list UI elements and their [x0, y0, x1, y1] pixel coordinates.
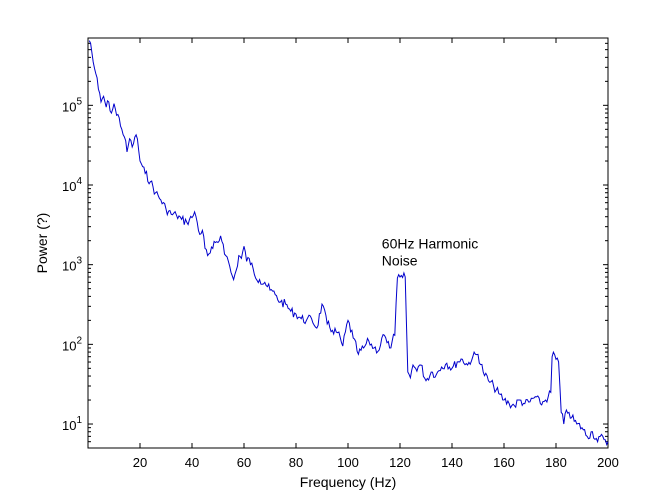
- y-tick-label: 105: [62, 96, 82, 114]
- x-tick-label: 180: [545, 455, 567, 470]
- x-tick-label: 140: [441, 455, 463, 470]
- x-tick-label: 100: [337, 455, 359, 470]
- y-tick-label: 103: [62, 256, 82, 274]
- x-axis-ticks: 20 40 60 80 100 120 140 160 180 200: [133, 38, 619, 470]
- y-tick-base: 10: [62, 179, 76, 194]
- plot-area: [87, 37, 609, 449]
- y-tick-label: 104: [62, 176, 82, 194]
- y-tick-label: 101: [62, 415, 82, 433]
- y-tick-label: 102: [62, 335, 82, 353]
- y-tick-exponent: 4: [76, 176, 82, 187]
- harmonic-noise-annotation: 60Hz Harmonic Noise: [382, 235, 478, 268]
- x-tick-label: 160: [493, 455, 515, 470]
- y-tick-exponent: 3: [76, 256, 82, 267]
- annotation-line: Noise: [382, 252, 418, 268]
- y-tick-exponent: 5: [76, 96, 82, 107]
- x-tick-label: 80: [289, 455, 303, 470]
- y-tick-base: 10: [62, 418, 76, 433]
- y-tick-exponent: 2: [76, 335, 82, 346]
- y-tick-exponent: 1: [76, 415, 82, 426]
- x-tick-label: 40: [185, 455, 199, 470]
- y-tick-base: 10: [62, 99, 76, 114]
- x-tick-label: 60: [237, 455, 251, 470]
- x-tick-label: 200: [597, 455, 619, 470]
- x-tick-label: 120: [389, 455, 411, 470]
- y-tick-base: 10: [62, 338, 76, 353]
- x-axis-label: Frequency (Hz): [300, 474, 396, 490]
- y-axis-label: Power (?): [34, 213, 50, 274]
- annotation-line: 60Hz Harmonic: [382, 235, 478, 251]
- x-tick-label: 20: [133, 455, 147, 470]
- y-tick-base: 10: [62, 259, 76, 274]
- power-series-line: [88, 40, 609, 446]
